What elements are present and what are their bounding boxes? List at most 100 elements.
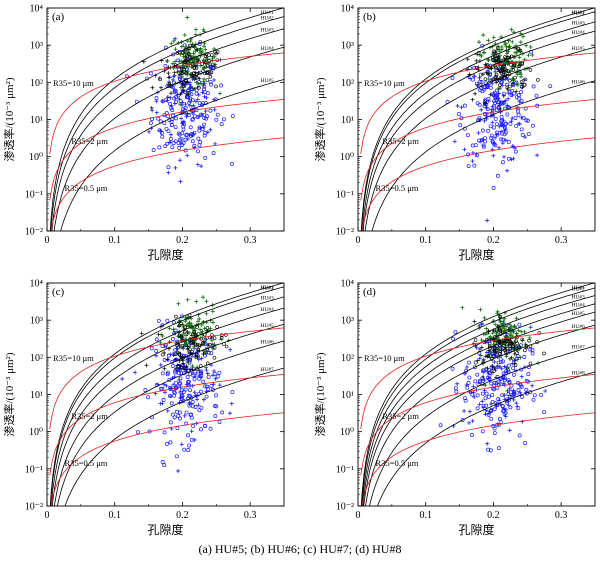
data-point [202, 94, 207, 99]
data-point [201, 340, 205, 345]
hu-curve-label: HU#7 [571, 345, 585, 351]
hu-curve [361, 21, 595, 231]
data-point [165, 441, 169, 446]
data-point [497, 446, 501, 451]
data-point [473, 143, 478, 147]
data-point [212, 356, 217, 360]
data-point [186, 88, 191, 93]
data-point [514, 401, 519, 406]
data-point [501, 93, 506, 98]
data-point [171, 412, 175, 417]
data-point [168, 136, 173, 141]
y-axis-label: 渗透率/(10⁻³ μm²) [2, 352, 16, 436]
data-point [171, 39, 176, 44]
data-point [530, 53, 535, 58]
data-point [513, 116, 518, 120]
data-point [181, 361, 186, 366]
data-point [514, 339, 518, 343]
data-point [205, 64, 210, 68]
data-point [490, 331, 495, 336]
data-point [542, 410, 547, 415]
data-point [150, 108, 155, 113]
scatter-points [445, 27, 553, 223]
data-point [512, 91, 516, 96]
x-tick-label: 0 [356, 510, 361, 521]
data-point [199, 356, 204, 361]
data-point [200, 90, 205, 95]
r35-annotation: R35=0.5 μm [376, 458, 419, 468]
data-point [205, 384, 210, 389]
data-point [183, 325, 188, 330]
data-point [178, 102, 183, 107]
data-point [509, 355, 514, 360]
data-point [474, 58, 479, 63]
data-point [214, 51, 219, 56]
data-point [507, 44, 512, 49]
data-point [170, 77, 175, 82]
data-point [481, 72, 486, 77]
data-point [165, 408, 170, 413]
data-point [499, 328, 504, 333]
data-point [481, 143, 486, 148]
data-point [484, 403, 489, 408]
data-point [183, 56, 188, 61]
data-point [173, 125, 178, 130]
data-point [179, 136, 184, 141]
data-point [526, 132, 531, 136]
r35-annotation: R35=0.5 μm [376, 183, 419, 193]
hu-curve [371, 80, 595, 231]
r35-annotation: R35=2 μm [382, 136, 419, 146]
data-point [229, 401, 234, 406]
data-point [194, 352, 199, 357]
data-point [467, 409, 472, 414]
data-point [170, 145, 175, 150]
data-point [162, 390, 167, 395]
x-tick-label: 0.1 [419, 510, 432, 521]
data-point [209, 383, 214, 388]
data-point [466, 164, 471, 168]
data-point [530, 383, 535, 388]
data-point [528, 325, 533, 330]
data-point [514, 316, 519, 321]
data-point [190, 117, 195, 122]
axes-frame [46, 7, 285, 232]
data-point [499, 123, 504, 128]
data-point [498, 349, 503, 354]
data-point [174, 385, 179, 390]
data-point [180, 66, 185, 71]
data-point [492, 431, 497, 435]
data-point [201, 379, 206, 384]
data-point [474, 81, 479, 86]
data-point [523, 348, 527, 353]
data-point [200, 127, 205, 132]
data-point [195, 325, 199, 329]
data-point [528, 68, 533, 72]
data-point [520, 62, 525, 66]
data-point [201, 295, 206, 300]
data-point [171, 80, 176, 85]
x-tick-label: 0.3 [244, 235, 257, 246]
data-point [523, 342, 528, 347]
data-point [159, 129, 164, 134]
data-point [509, 157, 514, 162]
data-point [177, 410, 182, 415]
data-point [197, 85, 201, 90]
plot-area [49, 283, 284, 506]
data-point [504, 354, 509, 359]
data-point [480, 429, 485, 434]
data-point [491, 57, 496, 62]
data-point [470, 418, 475, 423]
data-point [520, 337, 525, 342]
data-point [494, 80, 499, 85]
data-point [178, 179, 183, 184]
x-axis-label: 孔隙度 [458, 522, 494, 537]
data-point [509, 27, 514, 32]
data-point [165, 318, 170, 323]
data-point [510, 39, 515, 44]
data-point [488, 350, 493, 355]
data-point [189, 429, 194, 434]
y-tick-label: 10⁻¹ [336, 464, 354, 475]
data-point [192, 328, 197, 333]
data-point [185, 136, 190, 141]
